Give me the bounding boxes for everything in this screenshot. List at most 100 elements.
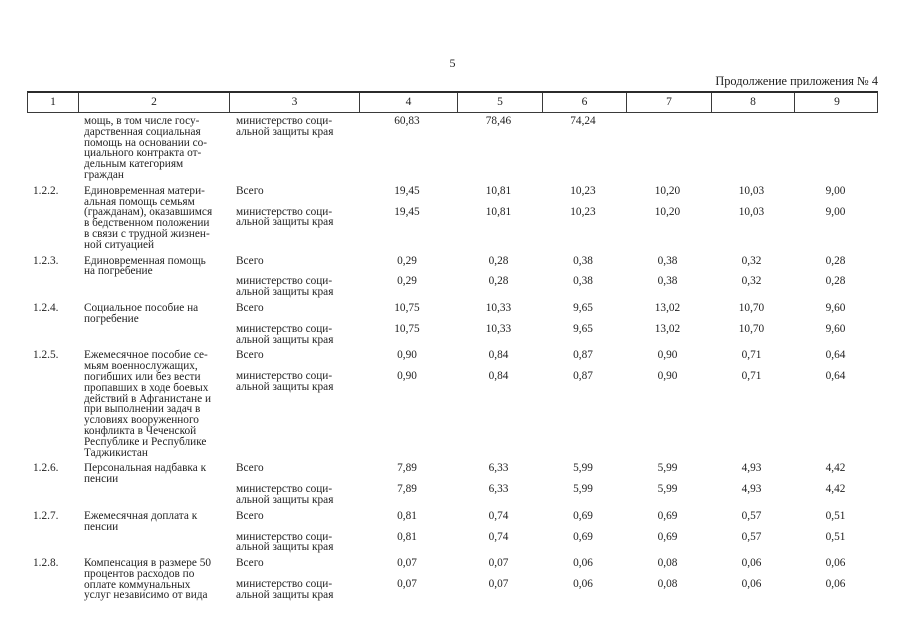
appendix-continuation-note: Продолжение приложения № 4 bbox=[715, 74, 878, 88]
table-row: 1.2.6. Персональная надбавка к пенсии Вс… bbox=[27, 462, 878, 506]
value: 4,93 bbox=[741, 483, 762, 496]
row-value-cell: 0,87 0,87 bbox=[541, 350, 625, 458]
row-value-cell: 0,08 0,08 bbox=[625, 558, 710, 601]
table-row: 1.2.2. Единовременная матери- альная пом… bbox=[27, 184, 878, 251]
value: 10,23 bbox=[570, 205, 596, 218]
value: 10,33 bbox=[485, 301, 512, 314]
value: 10,81 bbox=[485, 205, 512, 218]
executor-label: министерство соци- альной защиты края bbox=[236, 370, 334, 393]
value: 6,33 bbox=[488, 462, 509, 475]
row-value-cell: 0,51 0,51 bbox=[793, 510, 878, 553]
value: 0,69 bbox=[657, 509, 678, 522]
value: 0,07 bbox=[488, 577, 509, 590]
row-value-cell: 10,70 10,70 bbox=[710, 302, 793, 345]
value: 10,23 bbox=[570, 184, 596, 197]
row-title-cell: Ежемесячная доплата к пенсии bbox=[84, 509, 198, 533]
table-row: 1.2.4. Социальное пособие на погребение … bbox=[27, 301, 878, 345]
row-number-cell: 1.2.6. bbox=[33, 462, 59, 475]
column-number-header: 2 bbox=[78, 93, 229, 112]
value: 0,07 bbox=[397, 577, 417, 590]
row-value-cell: 74,24 bbox=[541, 115, 625, 181]
value: 78,46 bbox=[485, 115, 512, 127]
row-number-cell: 1.2.7. bbox=[33, 509, 59, 522]
value: 0,28 bbox=[488, 254, 509, 267]
row-value-cell: 0,28 0,28 bbox=[456, 254, 541, 298]
row-value-cell: 0,90 0,90 bbox=[358, 350, 456, 458]
value: 9,00 bbox=[825, 205, 846, 218]
row-value-cell: 0,71 0,71 bbox=[710, 350, 793, 458]
value: 0,28 bbox=[825, 254, 846, 267]
value: 10,20 bbox=[654, 205, 681, 218]
row-value-cell: 0,38 0,38 bbox=[625, 255, 710, 298]
value: 0,57 bbox=[741, 509, 762, 522]
table-row: мощь, в том числе госу- дарственная соци… bbox=[27, 115, 878, 181]
value: 0,08 bbox=[657, 577, 678, 590]
row-executor-cell: Всего министерство соци- альной защиты кр… bbox=[228, 509, 358, 553]
table-row: 1.2.3. Единовременная помощь на погребен… bbox=[27, 254, 878, 298]
row-value-cell: 0,69 0,69 bbox=[625, 509, 710, 553]
table-header-row: 1 2 3 4 5 6 7 8 9 bbox=[27, 91, 878, 113]
row-title-cell: Социальное пособие на погребение bbox=[84, 301, 199, 325]
value: 0,87 bbox=[573, 370, 593, 383]
row-title-cell: мощь, в том числе госу- дарственная соци… bbox=[84, 115, 208, 181]
value: 4,42 bbox=[825, 462, 846, 475]
value: 0,69 bbox=[657, 530, 678, 543]
row-executor-cell: министерство соци- альной защиты края bbox=[228, 115, 358, 181]
row-value-cell: 0,64 0,64 bbox=[793, 350, 878, 458]
executor-label: министерство соци- альной защиты края bbox=[236, 577, 334, 601]
value: 10,75 bbox=[394, 301, 420, 314]
row-value-cell: 0,69 0,69 bbox=[541, 509, 625, 553]
value: 10,33 bbox=[485, 322, 512, 335]
executor-label: Всего bbox=[236, 462, 264, 475]
value: 19,45 bbox=[394, 184, 420, 197]
value: 10,03 bbox=[738, 205, 765, 218]
row-executor-cell: Всего министерство соци- альной защиты кр… bbox=[228, 302, 358, 345]
row-value-cell: 4,42 4,42 bbox=[793, 463, 878, 505]
page-number: 5 bbox=[449, 56, 456, 70]
table-row: 1.2.5. Ежемесячное пособие се- мьям воен… bbox=[27, 350, 878, 458]
row-number-cell: 1.2.5. bbox=[33, 349, 59, 362]
value: 0,06 bbox=[741, 577, 762, 590]
row-value-cell: 5,99 5,99 bbox=[625, 463, 710, 505]
row-value-cell: 9,00 9,00 bbox=[793, 185, 878, 251]
value: 0,29 bbox=[397, 254, 417, 267]
executor-label: министерство соци- альной защиты края bbox=[236, 115, 334, 138]
value: 0,08 bbox=[657, 557, 678, 570]
value: 0,71 bbox=[741, 370, 762, 383]
value: 0,69 bbox=[573, 509, 593, 522]
value: 0,07 bbox=[397, 557, 417, 570]
column-number-header: 8 bbox=[711, 93, 794, 112]
value: 0,38 bbox=[657, 275, 678, 288]
row-title-cell: Ежемесячное пособие се- мьям военнослужа… bbox=[84, 349, 211, 459]
row-value-cell: 0,07 0,07 bbox=[456, 558, 541, 601]
value: 0,06 bbox=[573, 557, 593, 570]
value: 0,29 bbox=[397, 275, 417, 288]
value: 0,07 bbox=[488, 557, 509, 570]
executor-label: Всего bbox=[236, 349, 264, 362]
row-title-cell: Компенсация в размере 50 процентов расхо… bbox=[84, 557, 212, 602]
value: 10,20 bbox=[654, 184, 681, 197]
value: 5,99 bbox=[657, 462, 678, 475]
row-number-cell: 1.2.3. bbox=[33, 254, 59, 267]
row-value-cell: 4,93 4,93 bbox=[710, 463, 793, 505]
value: 0,64 bbox=[825, 349, 846, 362]
value: 13,02 bbox=[654, 301, 681, 314]
row-number-cell: 1.2.8. bbox=[33, 557, 59, 570]
row-number-cell: 1.2.4. bbox=[33, 301, 59, 314]
social-payments-table: 1 2 3 4 5 6 7 8 9 мощь, в том числе госу… bbox=[27, 91, 878, 606]
row-value-cell: 9,65 9,65 bbox=[541, 302, 625, 345]
value: 0,06 bbox=[573, 577, 593, 590]
row-value-cell: 10,33 10,33 bbox=[456, 301, 541, 345]
value: 19,45 bbox=[394, 205, 420, 218]
row-value-cell: 0,07 0,07 bbox=[358, 558, 456, 601]
executor-label: Всего bbox=[236, 509, 264, 522]
row-value-cell: 10,20 10,20 bbox=[625, 184, 710, 251]
row-title-cell: Единовременная матери- альная помощь сем… bbox=[84, 184, 213, 251]
row-value-cell: 10,81 10,81 bbox=[456, 185, 541, 251]
value: 0,84 bbox=[488, 370, 509, 383]
row-value-cell: 0,90 0,90 bbox=[625, 350, 710, 458]
table-body: мощь, в том числе госу- дарственная соци… bbox=[27, 113, 878, 601]
row-value-cell: 0,84 0,84 bbox=[456, 350, 541, 458]
executor-label: министерство соци- альной защиты края bbox=[236, 205, 334, 229]
row-value-cell: 13,02 13,02 bbox=[625, 301, 710, 345]
